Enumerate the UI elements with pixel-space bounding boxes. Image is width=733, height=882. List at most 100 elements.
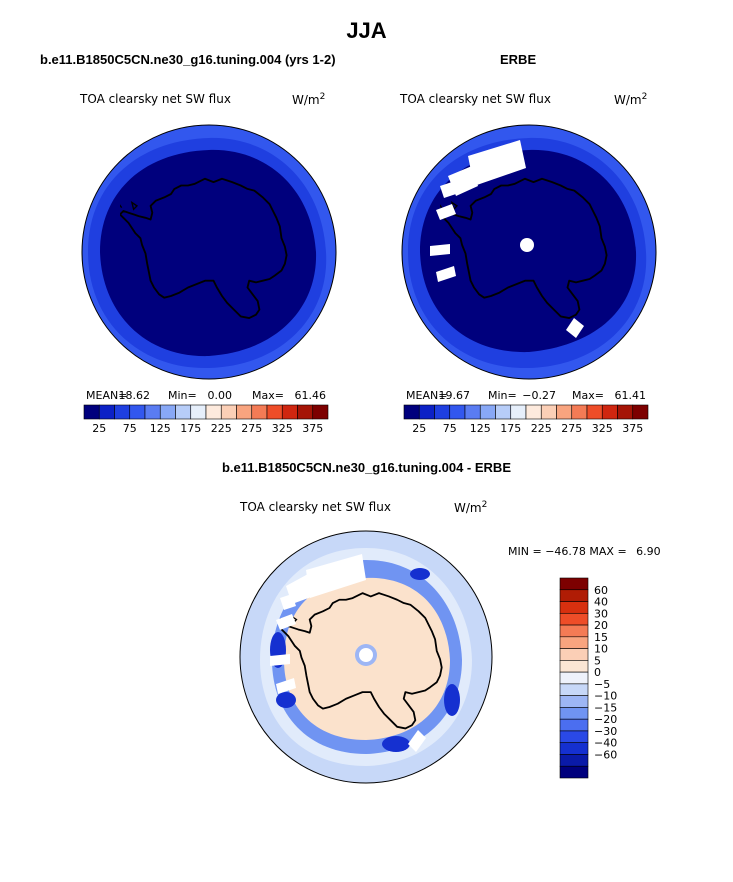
colorbar-tick-label: 60 — [594, 584, 608, 597]
colorbar-swatch — [617, 404, 634, 420]
colorbar-swatch — [479, 404, 496, 420]
colorbar-swatch — [266, 404, 283, 420]
colorbar-swatch — [571, 404, 588, 420]
colorbar-swatch — [114, 404, 131, 420]
panel1-units-base: W/m — [292, 93, 320, 107]
colorbar-swatch — [251, 404, 268, 420]
colorbar-tick-label: 175 — [500, 422, 521, 435]
panel2-units-exp: 2 — [641, 92, 648, 102]
colorbar-swatch — [559, 718, 589, 732]
colorbar-tick-label: 30 — [594, 607, 608, 620]
colorbar-swatch — [559, 695, 589, 708]
panel2-mean-value: 19.67 — [439, 389, 471, 402]
colorbar-tick-label: −40 — [594, 737, 617, 750]
colorbar-tick-label: −30 — [594, 725, 617, 738]
colorbar-swatch — [205, 404, 222, 420]
colorbar-tick-label: 75 — [123, 422, 137, 435]
colorbar-swatch — [559, 624, 589, 638]
colorbar-tick-label: 225 — [211, 422, 232, 435]
colorbar-swatch — [559, 612, 589, 626]
panel2-units-base: W/m — [614, 93, 642, 107]
colorbar-swatch — [559, 589, 589, 602]
colorbar-swatch — [281, 404, 298, 420]
panel1-colorbar-labels: 25 75 125 175 225 275 325 375 — [92, 422, 323, 435]
colorbar-swatch — [449, 404, 466, 420]
panel2-title: ERBE — [500, 52, 537, 67]
colorbar-swatch — [559, 765, 589, 779]
colorbar-tick-label: 125 — [150, 422, 171, 435]
panel2-missing-data — [430, 140, 584, 338]
panel1-max-value: 61.46 — [295, 389, 327, 402]
colorbar-swatch — [83, 404, 100, 420]
colorbar-tick-label: −60 — [594, 748, 617, 761]
colorbar-swatch — [559, 730, 589, 744]
colorbar-tick-label: 5 — [594, 654, 601, 667]
colorbar-swatch — [559, 707, 589, 720]
colorbar-tick-label: 225 — [531, 422, 552, 435]
colorbar-tick-label: 125 — [470, 422, 491, 435]
panel1-units-exp: 2 — [319, 92, 326, 102]
colorbar-swatch — [510, 404, 527, 420]
page-title: JJA — [346, 18, 387, 43]
colorbar-swatch — [495, 404, 512, 420]
colorbar-swatch — [220, 404, 237, 420]
panel3-max-label: MAX = — [589, 545, 627, 558]
colorbar-swatch — [236, 404, 253, 420]
colorbar-tick-label: −15 — [594, 701, 617, 714]
panel3-colorbar — [559, 577, 589, 779]
colorbar-swatch — [464, 404, 481, 420]
panel1-map — [81, 124, 337, 380]
colorbar-swatch — [559, 742, 589, 755]
panel2-colorbar-labels: 25 75 125 175 225 275 325 375 — [412, 422, 643, 435]
colorbar-swatch — [559, 648, 589, 661]
colorbar-swatch — [540, 404, 557, 420]
colorbar-swatch — [632, 404, 649, 420]
colorbar-swatch — [525, 404, 542, 420]
panel3-title: b.e11.B1850C5CN.ne30_g16.tuning.004 - ER… — [221, 460, 511, 475]
panel1-min-label: Min= — [168, 389, 197, 402]
colorbar-swatch — [586, 404, 603, 420]
panel2-max-label: Max= — [572, 389, 604, 402]
panel2-units: W/m2 — [614, 92, 647, 107]
colorbar-swatch — [144, 404, 161, 420]
colorbar-tick-label: −20 — [594, 713, 617, 726]
panel1-units: W/m2 — [292, 92, 325, 107]
colorbar-tick-label: 275 — [561, 422, 582, 435]
panel2-max-value: 61.41 — [615, 389, 647, 402]
panel3-variable: TOA clearsky net SW flux — [240, 500, 391, 514]
panel2-variable: TOA clearsky net SW flux — [400, 92, 551, 106]
panel1-mean-label: MEAN= — [86, 389, 127, 402]
colorbar-swatch — [559, 754, 589, 767]
panel3-max-value: 6.90 — [636, 545, 661, 558]
colorbar-swatch — [559, 671, 589, 685]
panel3-units-exp: 2 — [481, 500, 488, 510]
colorbar-tick-label: 0 — [594, 666, 601, 679]
panel2-min-label: Min= — [488, 389, 517, 402]
colorbar-swatch — [559, 577, 589, 591]
panel3-pole-hole — [359, 648, 373, 662]
colorbar-swatch — [559, 660, 589, 673]
panel3-missing-data — [270, 554, 426, 752]
colorbar-swatch — [297, 404, 314, 420]
colorbar-tick-label: 25 — [92, 422, 106, 435]
panel3-units-base: W/m — [454, 501, 482, 515]
colorbar-swatch — [159, 404, 176, 420]
panel2-mean-label: MEAN= — [406, 389, 447, 402]
colorbar-swatch — [434, 404, 451, 420]
panel3-min-label: MIN = — [508, 545, 542, 558]
colorbar-tick-label: 10 — [594, 643, 608, 656]
colorbar-swatch — [98, 404, 115, 420]
colorbar-swatch — [559, 636, 589, 649]
colorbar-tick-label: 325 — [272, 422, 293, 435]
colorbar-tick-label: 40 — [594, 596, 608, 609]
panel3-stats: MIN = −46.78 MAX = 6.90 — [508, 545, 661, 558]
panel1-min-value: 0.00 — [208, 389, 233, 402]
colorbar-tick-label: −5 — [594, 678, 610, 691]
panel1-title: b.e11.B1850C5CN.ne30_g16.tuning.004 (yrs… — [40, 52, 336, 67]
panel3-map — [239, 530, 493, 784]
colorbar-tick-label: 175 — [180, 422, 201, 435]
colorbar-swatch — [312, 404, 329, 420]
colorbar-swatch — [403, 404, 420, 420]
colorbar-swatch — [559, 601, 589, 614]
colorbar-swatch — [190, 404, 207, 420]
